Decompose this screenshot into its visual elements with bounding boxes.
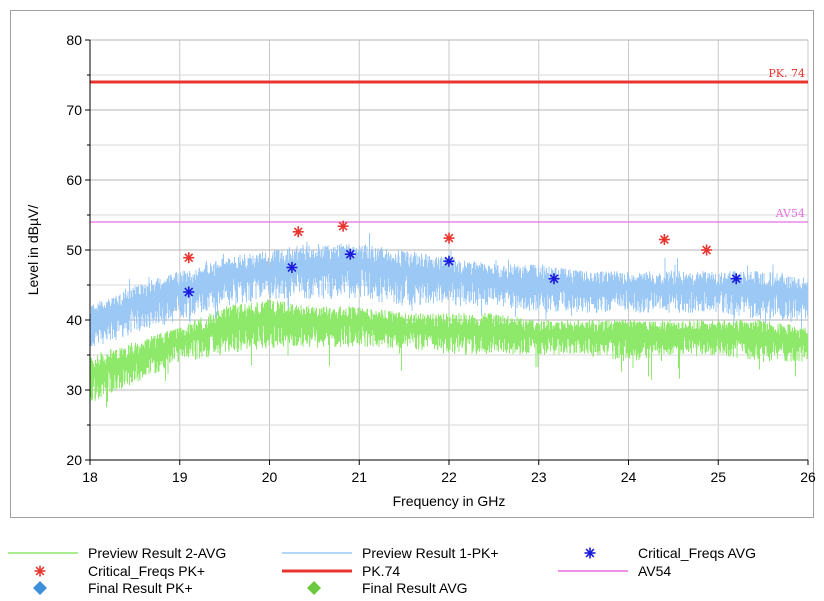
asterisk-stroke bbox=[184, 253, 194, 263]
critical-pk-point bbox=[443, 232, 455, 244]
x-tick-label: 18 bbox=[82, 469, 98, 485]
grid-lines bbox=[89, 39, 809, 461]
legend-label: AV54 bbox=[638, 563, 672, 579]
critical-pk-point bbox=[337, 220, 349, 232]
emission-chart: PK. 74 AV54 20 30 40 50 60 70 80 18 19 20 21 22 23 24 25… bbox=[25, 32, 816, 509]
legend-label: Preview Result 2-AVG bbox=[88, 545, 227, 561]
legend-label: Final Result PK+ bbox=[88, 580, 193, 596]
axes: 20 30 40 50 60 70 80 18 19 20 21 22 23 24 25 26 bbox=[66, 32, 816, 485]
asterisk-stroke bbox=[731, 274, 741, 284]
x-tick-label: 21 bbox=[351, 469, 367, 485]
legend-line-icon bbox=[282, 569, 352, 573]
x-tick-label: 23 bbox=[531, 469, 547, 485]
y-tick-label: 70 bbox=[66, 102, 82, 118]
legend-label: Final Result AVG bbox=[362, 580, 468, 596]
legend-label: Preview Result 1-PK+ bbox=[362, 545, 499, 561]
critical-avg-point bbox=[344, 248, 356, 260]
legend-line-icon bbox=[282, 552, 352, 554]
legend-asterisk-icon bbox=[584, 547, 596, 559]
legend: Preview Result 2-AVG Preview Result 1-PK… bbox=[0, 540, 824, 601]
limit-label: PK. 74 bbox=[768, 67, 805, 80]
x-tick-label: 24 bbox=[621, 469, 637, 485]
legend-line-icon bbox=[558, 570, 628, 572]
x-tick-label: 20 bbox=[262, 469, 278, 485]
legend-label: PK.74 bbox=[362, 563, 401, 579]
asterisk-stroke bbox=[444, 256, 454, 266]
asterisk-stroke bbox=[184, 287, 194, 297]
critical-pk-point bbox=[701, 244, 713, 256]
critical-avg-point bbox=[286, 262, 298, 273]
y-tick-label: 60 bbox=[66, 172, 82, 188]
asterisk-stroke bbox=[293, 227, 303, 237]
legend-diamond bbox=[33, 581, 47, 595]
legend-diamond bbox=[307, 581, 321, 595]
asterisk-stroke bbox=[338, 221, 348, 231]
legend-diamond-icon bbox=[33, 581, 47, 595]
preview-avg-trace bbox=[90, 299, 808, 408]
legend-diamond-icon bbox=[307, 581, 321, 595]
x-tick-label: 26 bbox=[800, 469, 816, 485]
y-tick-label: 20 bbox=[66, 452, 82, 468]
x-tick-label: 25 bbox=[710, 469, 726, 485]
legend-label: Critical_Freqs AVG bbox=[638, 545, 756, 561]
legend-label: Critical_Freqs PK+ bbox=[88, 563, 206, 579]
asterisk-stroke bbox=[702, 245, 712, 255]
critical-pk-point bbox=[658, 234, 670, 245]
limit-label: AV54 bbox=[775, 207, 805, 220]
asterisk-stroke bbox=[345, 249, 355, 259]
x-tick-label: 22 bbox=[441, 469, 457, 485]
legend-asterisk-stroke bbox=[35, 566, 45, 576]
critical-avg-point bbox=[183, 286, 195, 298]
x-axis-label: Frequency in GHz bbox=[393, 493, 506, 509]
y-tick-label: 80 bbox=[66, 32, 82, 48]
legend-line-icon bbox=[8, 552, 78, 554]
y-tick-label: 30 bbox=[66, 382, 82, 398]
asterisk-stroke bbox=[444, 233, 454, 243]
y-tick-label: 50 bbox=[66, 242, 82, 258]
x-tick-label: 19 bbox=[172, 469, 188, 485]
y-axis-label: Level in dBµV/ bbox=[25, 205, 41, 296]
critical-pk-point bbox=[292, 226, 304, 238]
legend-asterisk-stroke bbox=[585, 548, 595, 558]
asterisk-stroke bbox=[287, 263, 297, 272]
critical-avg-point bbox=[548, 273, 560, 285]
preview-pk-trace bbox=[90, 233, 808, 346]
critical-pk-point bbox=[183, 252, 195, 264]
y-tick-label: 40 bbox=[66, 312, 82, 328]
asterisk-stroke bbox=[659, 235, 669, 244]
legend-asterisk-icon bbox=[34, 565, 46, 577]
critical-avg-point bbox=[730, 273, 742, 285]
asterisk-stroke bbox=[549, 274, 559, 284]
critical-avg-point bbox=[443, 255, 455, 267]
